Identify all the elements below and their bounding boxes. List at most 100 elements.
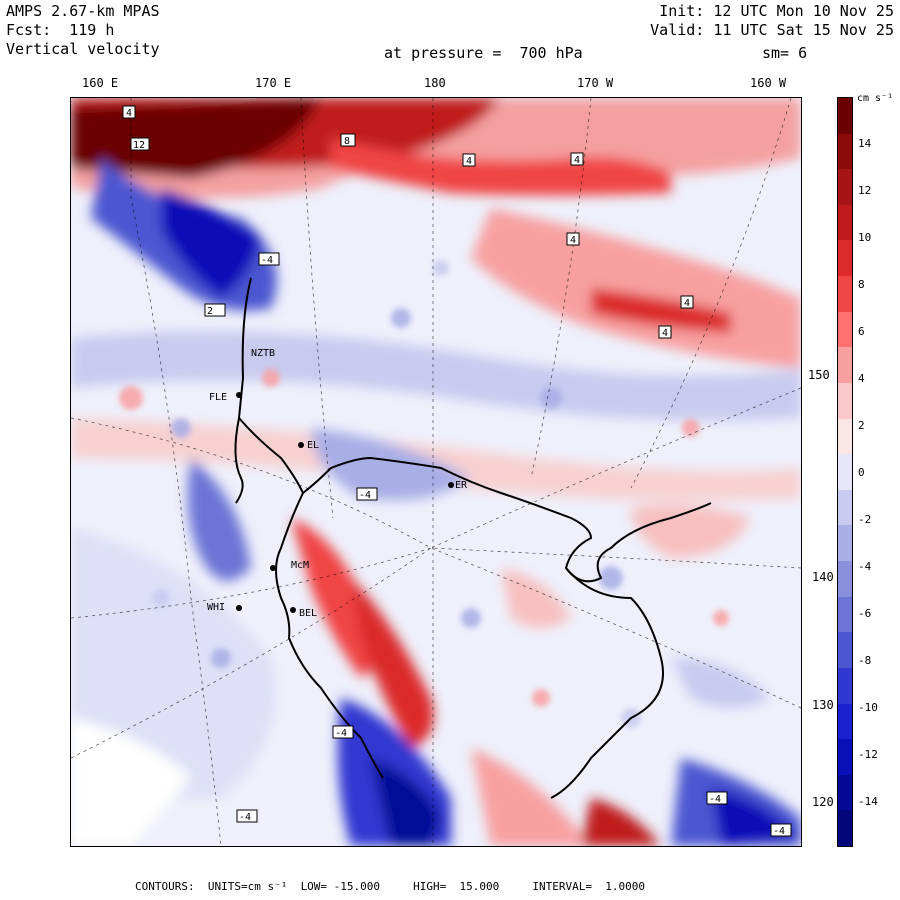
contour-info-footer: CONTOURS: UNITS=cm s⁻¹ LOW= -15.000 HIGH… (135, 880, 645, 893)
colorbar-tick-label: -2 (858, 513, 872, 526)
field-name: Vertical velocity (6, 40, 160, 58)
smoothing-value: sm= 6 (762, 44, 808, 62)
contour-box: -4 (356, 487, 378, 501)
svg-text:-4: -4 (239, 812, 251, 823)
init-time: Init: 12 UTC Mon 10 Nov 25 (659, 2, 894, 20)
station-markers (236, 392, 454, 613)
contour-box: 2 (204, 303, 226, 317)
contour-box: -4 (770, 823, 792, 837)
colorbar-tick-label: 12 (858, 184, 872, 197)
colorbar-tick-label: 14 (858, 137, 872, 150)
contour-labels: 4 12 8 4 4 4 4 4 -4 2 -4 -4 -4 -4 -4 (122, 105, 792, 837)
colorbar-segment (838, 596, 852, 633)
station-er: ER (455, 480, 468, 491)
colorbar-segment (838, 204, 852, 241)
lat-label-150w: 150 W (808, 368, 845, 382)
colorbar-segment (838, 667, 852, 704)
svg-text:4: 4 (570, 235, 576, 246)
svg-text:4: 4 (574, 155, 580, 166)
colorbar-segment (838, 418, 852, 455)
colorbar-tick-label: -6 (858, 607, 872, 620)
svg-text:4: 4 (684, 298, 690, 309)
colorbar-segment (838, 347, 852, 384)
colorbar-tick-label: 6 (858, 325, 865, 338)
station-whi: WHI (207, 602, 225, 613)
colorbar-segment (838, 632, 852, 669)
svg-text:4: 4 (466, 156, 472, 167)
colorbar-segment (838, 133, 852, 170)
svg-text:-4: -4 (709, 794, 721, 805)
colorbar-segment (838, 169, 852, 206)
graticule (71, 98, 801, 846)
colorbar-segment (838, 739, 852, 776)
lon-label-170w: 170 W (577, 76, 614, 90)
colorbar-segment (838, 311, 852, 348)
svg-text:4: 4 (662, 328, 668, 339)
colorbar-tick-label: -10 (858, 701, 878, 714)
contour-box: 4 (462, 153, 476, 167)
svg-text:-4: -4 (335, 728, 347, 739)
colorbar-unit: cm s⁻¹ (857, 93, 894, 104)
contour-box: 4 (658, 325, 672, 339)
colorbar-segment (838, 810, 852, 847)
station-labels: NZTB FLE WHI BEL EL ER McM (207, 348, 468, 619)
model-title: AMPS 2.67-km MPAS (6, 2, 160, 20)
contour-box: 4 (680, 295, 694, 309)
svg-text:8: 8 (344, 136, 350, 147)
colorbar-segment (838, 98, 852, 135)
field-shading (71, 98, 801, 846)
svg-text:-4: -4 (773, 826, 785, 837)
colorbar-segment (838, 525, 852, 562)
colorbar-segment (838, 703, 852, 740)
valid-time: Valid: 11 UTC Sat 15 Nov 25 (650, 21, 894, 39)
lon-label-170e: 170 E (255, 76, 292, 90)
colorbar-tick-label: 0 (858, 466, 865, 479)
colorbar-tick-label: -8 (858, 654, 872, 667)
header-right: Init: 12 UTC Mon 10 Nov 25 Valid: 11 UTC… (650, 2, 894, 40)
colorbar-segment (838, 561, 852, 598)
contour-box: 4 (566, 232, 580, 246)
contour-box: 8 (340, 133, 356, 147)
contour-box: -4 (236, 809, 258, 823)
colorbar-segment (838, 774, 852, 811)
colorbar-segment (838, 276, 852, 313)
colorbar-segment (838, 382, 852, 420)
forecast-hour: Fcst: 119 h (6, 21, 115, 39)
colorbar-segment (838, 240, 852, 277)
header-left: AMPS 2.67-km MPAS Fcst: 119 h Vertical v… (6, 2, 160, 59)
svg-text:-4: -4 (261, 255, 273, 266)
colorbar-segment (838, 454, 852, 491)
lon-label-160w: 160 W (750, 76, 787, 90)
station-nztb: NZTB (251, 348, 275, 359)
station-el: EL (307, 440, 319, 451)
station-bel: BEL (299, 608, 317, 619)
contour-box: 4 (122, 105, 136, 119)
svg-text:2: 2 (207, 306, 213, 317)
contour-box: -4 (258, 252, 280, 266)
map-svg: NZTB FLE WHI BEL EL ER McM 4 12 8 4 4 4 … (71, 98, 801, 846)
station-fle: FLE (209, 392, 227, 403)
colorbar-segment (838, 489, 852, 526)
lon-label-180: 180 (424, 76, 446, 90)
svg-text:12: 12 (133, 140, 145, 151)
svg-text:4: 4 (126, 108, 132, 119)
colorbar (837, 97, 853, 847)
colorbar-tick-label: -14 (858, 795, 878, 808)
contour-box: 12 (130, 137, 150, 151)
map-panel: NZTB FLE WHI BEL EL ER McM 4 12 8 4 4 4 … (70, 97, 802, 847)
contour-box: -4 (706, 791, 728, 805)
contour-box: -4 (332, 725, 354, 739)
field-speckle (119, 260, 771, 728)
colorbar-tick-label: -4 (858, 560, 872, 573)
pressure-level: at pressure = 700 hPa (384, 44, 583, 62)
lon-label-160e: 160 E (82, 76, 119, 90)
colorbar-tick-label: 10 (858, 231, 872, 244)
colorbar-tick-label: 8 (858, 278, 865, 291)
svg-text:-4: -4 (359, 490, 371, 501)
colorbar-tick-label: 2 (858, 419, 865, 432)
coastline (234, 277, 712, 799)
station-mcm: McM (291, 560, 309, 571)
colorbar-tick-label: 4 (858, 372, 865, 385)
colorbar-tick-label: -12 (858, 748, 878, 761)
contour-box: 4 (570, 152, 584, 166)
